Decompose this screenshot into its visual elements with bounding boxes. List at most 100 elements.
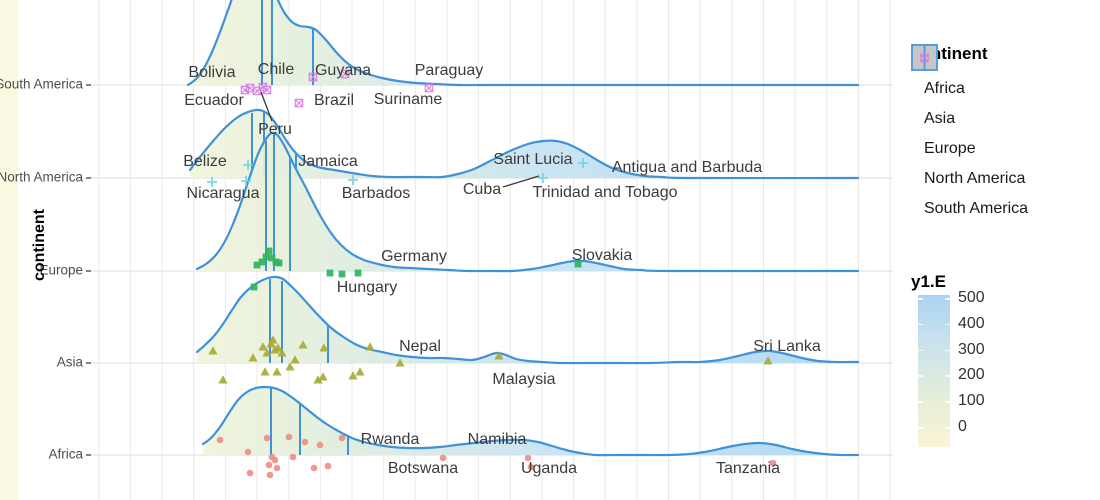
colorbar-tick-mark xyxy=(918,401,923,403)
data-point xyxy=(263,434,271,442)
data-point xyxy=(248,353,258,362)
data-point xyxy=(285,362,295,371)
data-point xyxy=(769,459,777,467)
country-label: Uganda xyxy=(521,460,577,477)
data-point xyxy=(271,456,279,464)
country-label: Paraguay xyxy=(415,62,484,79)
data-point xyxy=(308,72,318,82)
data-point xyxy=(318,372,328,381)
ridge-south-america xyxy=(186,0,860,87)
data-point xyxy=(268,254,276,262)
data-point xyxy=(250,283,258,291)
country-label: Slovakia xyxy=(572,247,633,264)
country-label: Rwanda xyxy=(361,431,420,448)
data-point xyxy=(365,342,375,351)
country-label: Germany xyxy=(381,248,447,265)
legend-key xyxy=(911,44,938,71)
colorbar-gradient xyxy=(918,295,950,447)
ridge-area xyxy=(203,387,858,456)
legend-label: North America xyxy=(924,170,1026,187)
squarex-icon xyxy=(920,53,929,63)
data-point xyxy=(290,355,300,364)
data-point xyxy=(527,463,535,471)
country-label: Suriname xyxy=(374,91,443,108)
country-label: Nepal xyxy=(399,338,441,355)
country-label: Guyana xyxy=(315,62,371,79)
data-point xyxy=(578,158,588,168)
data-point xyxy=(316,441,324,449)
data-point xyxy=(273,343,283,352)
y-tick-label: Europe xyxy=(39,263,83,278)
data-point xyxy=(538,173,548,183)
points-south-america xyxy=(240,69,434,108)
leader-line xyxy=(260,91,273,122)
data-point xyxy=(524,454,532,462)
left-edge-strip xyxy=(0,0,18,500)
data-point xyxy=(439,454,447,462)
ridge-line xyxy=(188,108,860,180)
data-point xyxy=(275,259,283,267)
data-point xyxy=(285,433,293,441)
legend-item-africa: Africa xyxy=(911,44,1028,104)
y-axis: South America North America Europe Asia Afri… xyxy=(0,77,91,462)
country-label: Trinidad and Tobago xyxy=(533,184,678,201)
data-point xyxy=(244,448,252,456)
colorbar-tick-label: 500 xyxy=(958,289,985,306)
legend-label: South America xyxy=(924,200,1029,217)
data-point xyxy=(262,85,272,95)
legend-item-europe: Europe xyxy=(911,44,1028,164)
ridge-asia xyxy=(195,275,860,365)
data-point xyxy=(355,367,365,376)
points-europe xyxy=(250,247,582,291)
ridge-line xyxy=(195,275,860,365)
data-point xyxy=(324,462,332,470)
colorbar-tick-label: 0 xyxy=(958,418,967,435)
colorbar-tick-mark xyxy=(945,323,950,326)
country-label: Namibia xyxy=(468,431,527,448)
y-tick-label: South America xyxy=(0,77,83,92)
data-point xyxy=(289,453,297,461)
colorbar-tick-mark xyxy=(945,298,950,300)
y-tick-label: North America xyxy=(0,170,83,185)
legend-item-asia: Asia xyxy=(911,44,1028,134)
country-label: Malaysia xyxy=(492,371,555,388)
y-tick-label: Africa xyxy=(48,447,83,462)
country-label: Bolivia xyxy=(188,64,235,81)
data-point xyxy=(298,340,308,349)
data-point xyxy=(216,436,224,444)
points-africa xyxy=(216,433,777,479)
country-label: Peru xyxy=(258,121,292,138)
ridge-area xyxy=(188,0,858,86)
data-point xyxy=(258,342,268,351)
data-point xyxy=(266,471,274,479)
colorbar-legend: y1.E 500 400 300 200 100 0 xyxy=(911,272,1051,462)
legend-label: Asia xyxy=(924,110,956,127)
country-label: Jamaica xyxy=(298,153,358,170)
colorbar-tick-mark xyxy=(918,298,923,300)
colorbar-tick-mark xyxy=(945,401,950,403)
data-point xyxy=(338,434,346,442)
legend-label: Africa xyxy=(924,80,965,97)
ridge-africa xyxy=(201,385,860,457)
colorbar-tick-mark xyxy=(918,349,923,352)
annotations: Bolivia Chile Guyana Paraguay Ecuador Brazil S… xyxy=(183,61,821,477)
data-point xyxy=(246,469,254,477)
points-asia xyxy=(208,335,773,384)
data-point xyxy=(262,253,270,261)
country-label: Brazil xyxy=(314,92,354,109)
data-point xyxy=(273,464,281,472)
country-label: Tanzania xyxy=(716,460,780,477)
data-point xyxy=(277,348,287,357)
y-tick-label: Asia xyxy=(57,355,84,370)
data-point xyxy=(301,438,309,446)
colorbar-tick-mark xyxy=(918,323,923,326)
colorbar-tick-label: 300 xyxy=(958,340,985,358)
colorbar-tick-mark xyxy=(918,375,923,377)
legend-item-south-america: South America xyxy=(911,44,1029,224)
country-label: Antigua and Barbuda xyxy=(612,159,762,176)
data-point xyxy=(313,375,323,384)
country-label: Saint Lucia xyxy=(493,151,572,168)
colorbar-tick-mark xyxy=(945,375,950,377)
